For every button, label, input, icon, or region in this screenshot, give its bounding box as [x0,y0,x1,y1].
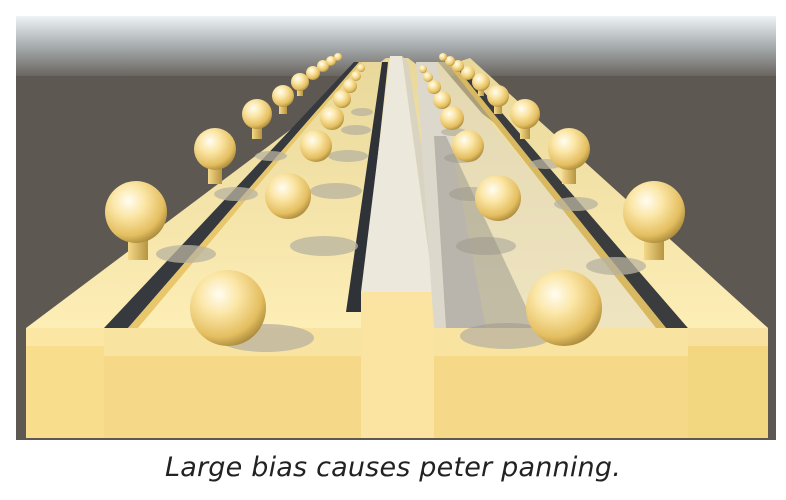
right-post-spheres [439,53,685,260]
scene-render [16,16,776,440]
center-divider-top [361,56,434,292]
left-lane-front [104,356,361,438]
center-divider-front [361,292,434,438]
center-divider-side-left [346,62,388,312]
left-lane-spheres [190,64,365,346]
right-lane-front [434,356,688,438]
ground [16,438,776,440]
left-post-spheres [105,53,342,260]
right-ledge-front [688,328,768,438]
scene-image [16,16,776,440]
right-ledge-top [458,58,768,328]
right-lane-spheres [419,65,602,346]
left-ledge-front [26,328,104,438]
figure-caption: Large bias causes peter panning. [165,452,621,483]
